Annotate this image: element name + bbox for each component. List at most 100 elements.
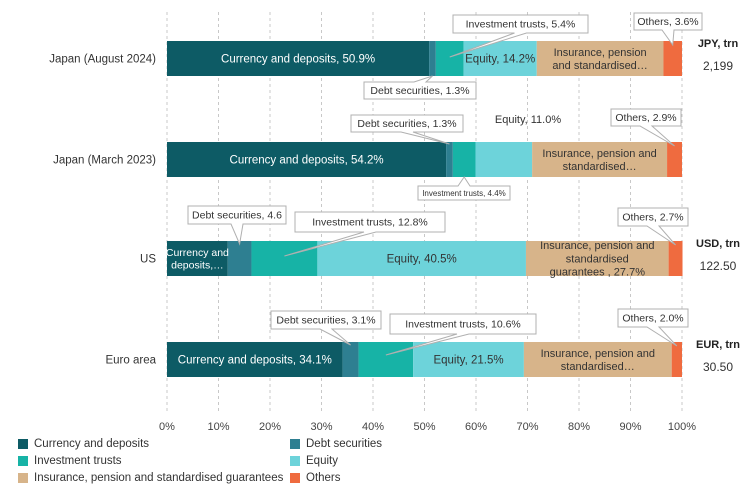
data-label: Others, 2.0%: [622, 313, 683, 325]
data-label: Equity, 21.5%: [433, 355, 503, 367]
bar-segment: [663, 41, 682, 76]
callout-box: [350, 114, 464, 145]
category-label: Japan (March 2023): [53, 155, 156, 167]
data-label: Others, 2.7%: [622, 212, 683, 224]
legend-item: Equity: [290, 455, 338, 467]
x-tick-label: 70%: [516, 421, 538, 433]
x-tick-label: 0%: [159, 421, 175, 433]
legend-swatch: [290, 473, 300, 483]
total-value: 30.50: [703, 360, 733, 374]
bar-segment: [536, 41, 664, 76]
data-label: Others, 3.6%: [637, 16, 698, 28]
legend-item: Debt securities: [290, 438, 382, 450]
bar-segment: [342, 342, 359, 377]
data-label: Insurance, pension and standardised…: [552, 47, 647, 72]
bar-segment: [167, 342, 343, 377]
data-label: Insurance, pension and standardised…: [542, 148, 656, 173]
data-label: Debt securities, 1.3%: [357, 118, 456, 130]
bar-segment: [413, 342, 524, 377]
legend-swatch: [18, 439, 28, 449]
category-label: Japan (August 2024): [49, 54, 156, 66]
data-label: Others, 2.9%: [615, 112, 676, 124]
legend-label: Currency and deposits: [34, 438, 150, 450]
data-label: Debt securities, 1.3%: [370, 85, 469, 97]
legend-swatch: [18, 456, 28, 466]
x-tick-label: 40%: [362, 421, 384, 433]
callout-box: [187, 205, 287, 246]
data-label: Investment trusts, 10.6%: [405, 319, 521, 331]
category-label: Euro area: [105, 355, 156, 367]
total-value: 2,199: [703, 59, 733, 73]
callout-box: [617, 207, 689, 246]
bar-segment: [167, 241, 228, 276]
callout-box: [417, 176, 511, 201]
data-label: Equity, 11.0%: [495, 114, 561, 126]
x-tick-label: 50%: [413, 421, 435, 433]
data-label: Currency and deposits,…: [166, 247, 229, 272]
bar-segment: [532, 142, 668, 177]
data-label: Investment trusts, 5.4%: [466, 19, 576, 31]
total-unit: USD, trn: [696, 238, 740, 250]
legend-label: Equity: [306, 455, 338, 467]
callout-box: [363, 75, 477, 100]
legend-label: Insurance, pension and standardised guar…: [34, 472, 284, 484]
bar-segment: [227, 241, 252, 276]
bar-segment: [475, 142, 533, 177]
x-tick-label: 100%: [668, 421, 696, 433]
data-label: Currency and deposits, 54.2%: [230, 155, 384, 167]
callout-box: [270, 310, 382, 346]
x-tick-label: 60%: [465, 421, 487, 433]
category-label: US: [140, 254, 156, 266]
x-tick-label: 80%: [568, 421, 590, 433]
bar-segment: [251, 241, 318, 276]
bar-segment: [317, 241, 526, 276]
legend-label: Investment trusts: [34, 455, 122, 467]
bar-segment: [452, 142, 476, 177]
x-tick-label: 90%: [619, 421, 641, 433]
legend-item: Others: [290, 472, 341, 484]
data-label: Investment trusts, 12.8%: [312, 217, 428, 229]
data-label: Debt securities, 3.1%: [276, 315, 375, 327]
data-label: Currency and deposits, 34.1%: [178, 355, 332, 367]
legend-swatch: [290, 439, 300, 449]
legend-label: Debt securities: [306, 438, 383, 450]
legend-item: Investment trusts: [18, 455, 122, 467]
callout-box: [610, 108, 682, 147]
legend-swatch: [18, 473, 28, 483]
data-label: Equity, 14.2%: [465, 54, 535, 66]
x-tick-label: 30%: [310, 421, 332, 433]
callout-box: [449, 14, 589, 58]
data-label: Investment trusts, 4.4%: [422, 189, 506, 198]
x-tick-label: 10%: [207, 421, 229, 433]
bar-segment: [358, 342, 414, 377]
data-label: Equity, 40.5%: [387, 254, 457, 266]
legend-item: Insurance, pension and standardised guar…: [18, 472, 283, 484]
legend-label: Others: [306, 472, 341, 484]
bar-segment: [167, 41, 430, 76]
bar-segment: [167, 142, 447, 177]
callout-box: [284, 211, 446, 257]
bar-segment: [671, 342, 682, 377]
bar-segment: [523, 342, 672, 377]
data-label: Insurance, pension and standardised guaran…: [540, 240, 654, 278]
bar-segment: [667, 142, 682, 177]
bar-segment: [435, 41, 464, 76]
bar-segment: [429, 41, 436, 76]
callout-box: [385, 313, 537, 356]
legend-swatch: [290, 456, 300, 466]
x-tick-label: 20%: [259, 421, 281, 433]
callout-box: [617, 308, 689, 347]
bar-segment: [446, 142, 453, 177]
callout-box: [633, 12, 703, 47]
total-unit: JPY, trn: [698, 38, 739, 50]
bar-segment: [525, 241, 669, 276]
total-value: 122.50: [700, 259, 737, 273]
total-unit: EUR, trn: [696, 339, 740, 351]
bar-segment: [668, 241, 683, 276]
legend-item: Currency and deposits: [18, 438, 149, 450]
data-label: Debt securities, 4.6: [192, 210, 282, 222]
data-label: Currency and deposits, 50.9%: [221, 54, 375, 66]
data-label: Insurance, pension and standardised…: [541, 348, 655, 373]
